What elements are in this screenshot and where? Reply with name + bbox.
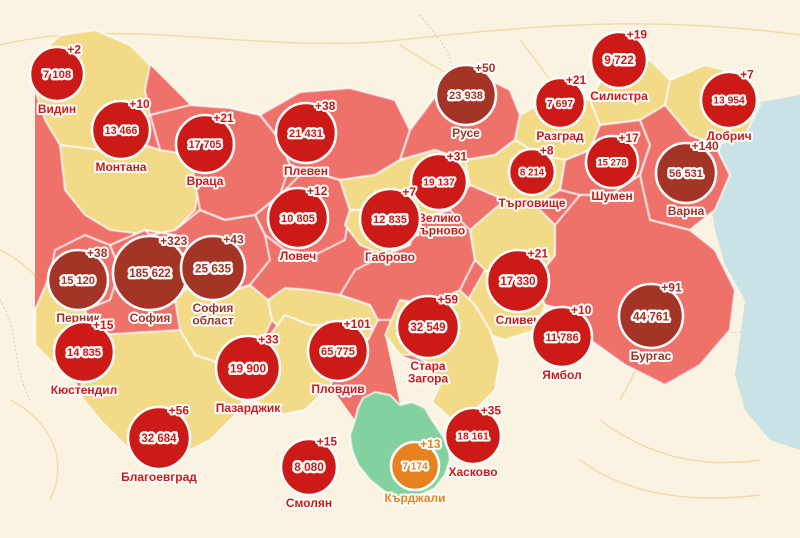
svg-text:+43: +43 xyxy=(223,233,244,247)
svg-text:15 120: 15 120 xyxy=(61,275,95,287)
svg-text:Ловеч: Ловеч xyxy=(280,249,316,263)
svg-text:19 137: 19 137 xyxy=(423,178,455,189)
svg-text:13 954: 13 954 xyxy=(713,96,745,107)
svg-text:+31: +31 xyxy=(447,150,468,164)
svg-text:11 786: 11 786 xyxy=(545,332,578,344)
svg-text:+10: +10 xyxy=(571,303,592,317)
svg-text:23 938: 23 938 xyxy=(449,90,483,102)
svg-text:+56: +56 xyxy=(169,403,190,417)
svg-text:+323: +323 xyxy=(160,234,187,248)
svg-text:+13: +13 xyxy=(420,437,441,451)
svg-text:+33: +33 xyxy=(258,333,279,347)
svg-text:7 174: 7 174 xyxy=(402,462,428,473)
svg-text:Кюстендил: Кюстендил xyxy=(51,383,118,397)
svg-text:+12: +12 xyxy=(307,184,328,198)
svg-text:32 684: 32 684 xyxy=(141,433,177,445)
svg-text:+50: +50 xyxy=(475,61,496,75)
svg-text:Загора: Загора xyxy=(408,372,449,386)
svg-text:7 697: 7 697 xyxy=(547,98,573,110)
svg-text:+10: +10 xyxy=(129,97,150,111)
svg-text:+19: +19 xyxy=(627,28,648,42)
svg-text:Пловдив: Пловдив xyxy=(311,382,364,396)
svg-text:+38: +38 xyxy=(315,99,336,113)
svg-text:10 805: 10 805 xyxy=(281,213,315,225)
svg-text:17 330: 17 330 xyxy=(500,276,535,288)
svg-text:+17: +17 xyxy=(618,131,639,145)
svg-text:Шумен: Шумен xyxy=(591,189,632,203)
svg-text:12 835: 12 835 xyxy=(373,214,407,226)
svg-text:+21: +21 xyxy=(213,111,234,125)
svg-text:Смолян: Смолян xyxy=(286,496,332,510)
svg-text:32 549: 32 549 xyxy=(410,322,445,334)
svg-text:8 214: 8 214 xyxy=(520,167,545,178)
svg-text:Търговище: Търговище xyxy=(498,196,565,210)
svg-text:+140: +140 xyxy=(692,139,719,153)
svg-text:Разград: Разград xyxy=(536,129,584,143)
svg-text:Ямбол: Ямбол xyxy=(542,368,581,382)
svg-text:44 761: 44 761 xyxy=(633,309,670,323)
svg-text:13 466: 13 466 xyxy=(105,125,138,137)
svg-text:Видин: Видин xyxy=(38,102,76,116)
svg-text:185 622: 185 622 xyxy=(129,268,171,280)
svg-text:Бургас: Бургас xyxy=(631,349,672,363)
svg-text:Габрово: Габрово xyxy=(365,250,415,264)
svg-text:+7: +7 xyxy=(402,185,416,199)
svg-text:София: София xyxy=(130,311,171,325)
svg-text:+15: +15 xyxy=(317,435,338,449)
svg-text:17 705: 17 705 xyxy=(189,139,222,151)
svg-text:+7: +7 xyxy=(740,68,754,82)
svg-text:7 108: 7 108 xyxy=(43,69,71,81)
svg-text:Пазарджик: Пазарджик xyxy=(216,401,281,415)
svg-text:област: област xyxy=(192,314,233,328)
svg-text:21 431: 21 431 xyxy=(289,128,323,140)
svg-text:+59: +59 xyxy=(438,292,459,306)
svg-text:25 635: 25 635 xyxy=(195,261,232,275)
svg-text:+21: +21 xyxy=(566,73,587,87)
svg-text:15 278: 15 278 xyxy=(597,157,627,168)
svg-text:18 161: 18 161 xyxy=(457,432,489,443)
svg-text:+38: +38 xyxy=(87,246,108,260)
svg-text:Хасково: Хасково xyxy=(448,465,497,479)
svg-text:Силистра: Силистра xyxy=(590,89,648,103)
svg-text:8 080: 8 080 xyxy=(294,460,324,474)
svg-text:+21: +21 xyxy=(528,246,549,260)
svg-text:19 900: 19 900 xyxy=(230,361,267,375)
svg-text:Русе: Русе xyxy=(452,126,480,140)
svg-text:Благоевград: Благоевград xyxy=(121,470,197,484)
svg-text:14 835: 14 835 xyxy=(67,347,101,359)
svg-text:65 775: 65 775 xyxy=(321,346,355,358)
svg-text:9 722: 9 722 xyxy=(604,53,634,67)
svg-text:Монтана: Монтана xyxy=(95,160,146,174)
svg-text:+91: +91 xyxy=(661,281,682,295)
svg-text:+2: +2 xyxy=(67,42,81,56)
svg-text:Варна: Варна xyxy=(668,204,705,218)
svg-text:+15: +15 xyxy=(93,318,114,332)
svg-text:+101: +101 xyxy=(344,317,371,331)
svg-text:Враца: Враца xyxy=(187,174,224,188)
svg-text:+35: +35 xyxy=(481,404,502,418)
svg-text:Търново: Търново xyxy=(413,224,466,238)
svg-text:Кърджали: Кърджали xyxy=(384,491,445,505)
svg-text:Плевен: Плевен xyxy=(284,164,328,178)
svg-text:56 531: 56 531 xyxy=(669,168,703,180)
svg-text:+8: +8 xyxy=(540,144,554,158)
